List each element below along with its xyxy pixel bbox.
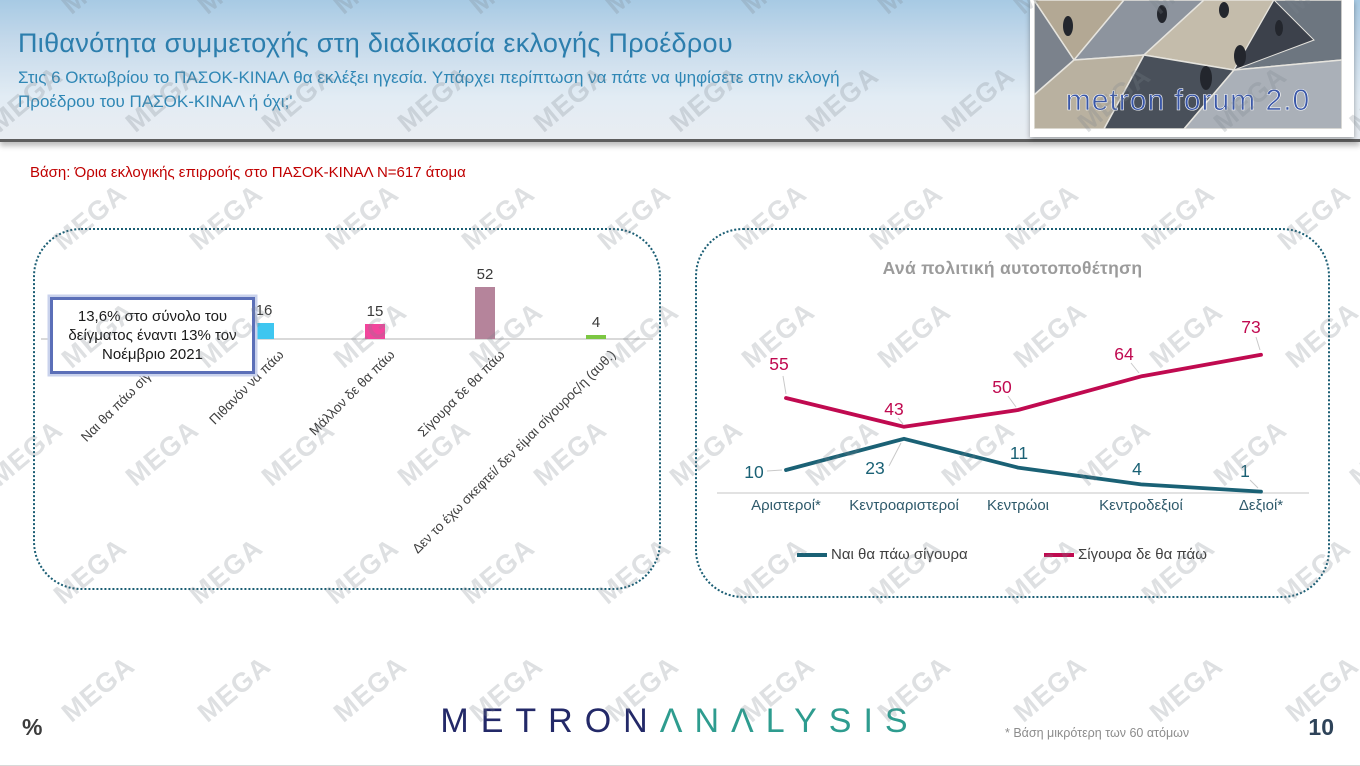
mega-watermark: MEGA [1143,650,1229,728]
data-point-label: 64 [1114,344,1134,364]
data-point-label: 55 [769,354,788,374]
series-line-1 [784,352,1263,429]
annotation-line: 13,6% στο σύνολο του [77,308,228,325]
bar-category-label: Μάλλον δε θα πάω [306,347,398,439]
mega-watermark: MEGA [327,650,413,728]
base-note: Βάση: Όρια εκλογικής επιρροής στο ΠΑΣΟΚ-… [30,164,466,181]
bar-value-label: 4 [591,314,601,331]
bar-4 [586,335,606,339]
label-leader-line [1249,479,1259,489]
data-point-label: 10 [744,462,764,482]
mega-watermark: MEGA [55,650,141,728]
annotation-box: 13,6% στο σύνολο του δείγματος έναντι 13… [50,297,255,374]
bar-1 [254,323,274,339]
line-category-label: Κεντροαριστεροί [849,497,959,514]
bar-value-label: 52 [476,266,494,283]
label-leader-line [766,469,783,472]
line-category-label: Κεντροδεξιοί [1099,497,1183,514]
bar-value-label: 15 [366,303,384,320]
metron-forum-logo: metron forum 2.0 [1030,0,1354,137]
percent-unit-note: % [22,714,43,740]
label-leader-line [782,375,787,395]
line-category-label: Δεξιοί* [1239,497,1283,514]
bar-3 [475,287,495,339]
mega-watermark: MEGA [0,296,5,374]
data-point-label: 4 [1132,459,1142,479]
annotation-line: δείγματος έναντι 13% τον [68,327,237,344]
mega-watermark: MEGA [1007,650,1093,728]
legend-label: Ναι θα πάω σίγουρα [831,546,968,563]
line-category-label: Κεντρώοι [987,497,1049,514]
metron-analysis-logo: METRONΛNΛLYSIS [440,702,919,741]
line-chart-panel: Ανά πολιτική αυτοτοποθέτηση Αριστεροί* Κε… [695,228,1330,598]
bar-value-label: 16 [255,302,273,319]
bar-chart-panel: 16 15 52 4 13,6% στο σύνολο του δείγματος έ… [33,228,661,590]
legend-item-no: Σίγουρα δε θα πάω [1044,546,1207,563]
label-leader-line [888,442,902,467]
data-point-label: 11 [1010,443,1028,463]
label-leader-line [897,417,904,425]
annotation-line: Νοέμβριο 2021 [102,346,203,363]
people-silhouettes [1063,2,1283,90]
label-leader-line [1130,362,1140,374]
series-line-0 [784,436,1263,494]
legend-swatch-magenta [1044,552,1074,557]
data-point-label: 43 [884,399,903,419]
bar-category-label: Δεν το έχω σκεφτεί/ δεν είμαι σίγουρος/η… [409,347,619,557]
bar-2 [365,324,385,339]
legend-swatch-teal [797,552,827,557]
bar-category-label: Σίγουρα δε θα πάω [414,347,508,440]
data-point-label: 73 [1241,317,1260,337]
mega-watermark: MEGA [191,650,277,728]
label-leader-line [1255,336,1261,351]
mega-watermark: MEGA [1343,414,1360,492]
legend-label: Σίγουρα δε θα πάω [1078,546,1207,563]
bar-chart-axis [41,338,653,340]
line-chart-title: Ανά πολιτική αυτοτοποθέτηση [882,258,1143,278]
page-title: Πιθανότητα συμμετοχής στη διαδικασία εκλ… [18,28,733,58]
legend-item-yes: Ναι θα πάω σίγουρα [797,546,968,563]
plaza-photo-icon: metron forum 2.0 [1034,0,1342,129]
data-point-label: 1 [1240,461,1250,481]
mega-watermark: MEGA [0,650,5,728]
logo-metron: METRON [440,702,660,740]
footnote: * Βάση μικρότερη των 60 ατόμων [1005,726,1190,740]
legend: Ναι θα πάω σίγουρα Σίγουρα δε θα πάω [697,546,1328,566]
label-leader-line [1007,395,1017,408]
page-number: 10 [1308,714,1334,740]
logo-analysis: ΛNΛLYSIS [659,702,920,740]
data-point-label: 50 [992,377,1012,397]
page-subtitle: Στις 6 Οκτωβρίου το ΠΑΣΟΚ-ΚΙΝΑΛ θα εκλέξ… [18,68,840,111]
data-point-label: 23 [865,458,884,478]
line-chart-plot: Αριστεροί* Κεντροαριστεροί Κεντρώοι Κεντροδ… [717,317,1309,514]
line-category-label: Αριστεροί* [751,497,821,514]
metron-forum-logo-text: metron forum 2.0 [1066,84,1310,117]
bar-category-label: Πιθανόν να πάω [206,347,287,428]
